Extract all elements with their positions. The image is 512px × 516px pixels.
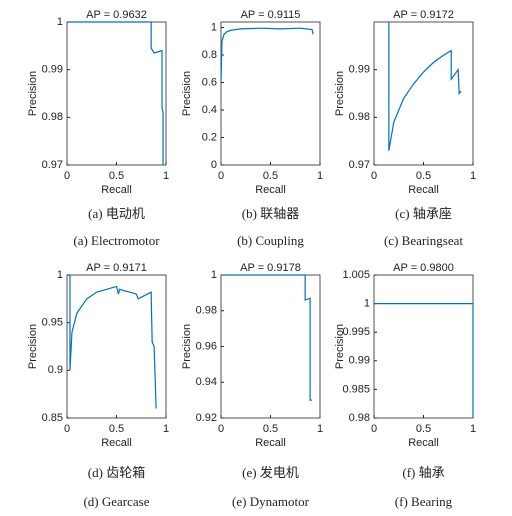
x-axis-label: Recall (255, 184, 286, 196)
caption-en: (a) Electromotor (73, 233, 160, 248)
y-axis-label: Precision (334, 71, 346, 116)
y-tick-label: 0.97 (42, 159, 63, 171)
y-tick-label: 1 (57, 269, 63, 281)
y-tick-label: 0.92 (196, 412, 217, 424)
x-axis-label: Recall (101, 437, 132, 449)
y-axis-label: Precision (181, 324, 193, 369)
pr-curve (374, 303, 474, 418)
y-tick-label: 0.995 (342, 326, 370, 338)
pr-curve (69, 275, 157, 409)
y-tick-label: 0.9 (48, 364, 63, 376)
plot-area (373, 274, 474, 419)
y-tick-label: 0.98 (42, 111, 63, 123)
chart-title: AP = 0.9172 (393, 9, 454, 21)
y-tick-label: 0.8 (202, 49, 217, 61)
chart-title: AP = 0.9632 (86, 9, 147, 21)
caption: (f) 轴承 (402, 465, 444, 480)
y-axis-label: Precision (27, 324, 39, 369)
x-tick-label: 0 (64, 423, 70, 435)
plot-area (66, 21, 167, 166)
pr-curve (67, 21, 164, 165)
y-tick-label: 1 (211, 269, 217, 281)
x-tick-label: 1 (470, 170, 476, 182)
caption-en: (e) Dynamotor (232, 494, 310, 509)
y-tick-label: 0.98 (349, 111, 370, 123)
y-tick-label: 1 (211, 21, 217, 33)
y-tick-label: 0.2 (202, 131, 217, 143)
y-tick-label: 0 (211, 159, 217, 171)
y-tick-label: 0.99 (42, 64, 63, 76)
chart-title: AP = 0.9178 (240, 262, 301, 274)
caption: (a) 电动机 (88, 206, 145, 221)
x-tick-label: 0.5 (416, 423, 431, 435)
y-tick-label: 0.4 (202, 104, 217, 116)
y-tick-label: 0.99 (349, 355, 370, 367)
x-tick-label: 1 (163, 170, 169, 182)
x-tick-label: 0.5 (109, 423, 124, 435)
x-tick-label: 0 (371, 423, 377, 435)
y-tick-label: 0.6 (202, 76, 217, 88)
caption-en: (f) Bearing (395, 494, 453, 509)
x-axis-label: Recall (408, 184, 439, 196)
x-tick-label: 0 (64, 170, 70, 182)
x-axis-label: Recall (101, 184, 132, 196)
x-axis-label: Recall (255, 437, 286, 449)
chart-title: AP = 0.9171 (86, 262, 147, 274)
y-tick-label: 0.98 (349, 412, 370, 424)
y-tick-label: 0.96 (196, 340, 217, 352)
y-tick-label: 0.94 (196, 376, 217, 388)
x-tick-label: 0 (218, 423, 224, 435)
x-tick-label: 1 (317, 170, 323, 182)
x-tick-label: 1 (317, 423, 323, 435)
chart-title: AP = 0.9800 (393, 262, 454, 274)
y-tick-label: 0.95 (42, 317, 63, 329)
y-axis-label: Precision (181, 71, 193, 116)
x-tick-label: 0.5 (416, 170, 431, 182)
y-axis-label: Precision (27, 71, 39, 116)
x-tick-label: 0.5 (263, 170, 278, 182)
plot-area (220, 274, 321, 419)
y-tick-label: 1.005 (342, 269, 370, 281)
x-tick-label: 0 (218, 170, 224, 182)
x-tick-label: 0.5 (109, 170, 124, 182)
caption: (b) 联轴器 (242, 206, 299, 221)
y-tick-label: 1 (364, 298, 370, 310)
pr-curve (221, 274, 313, 401)
pr-curve (388, 22, 462, 151)
y-tick-label: 0.99 (349, 64, 370, 76)
pr-curve (220, 27, 314, 83)
y-tick-label: 0.985 (342, 383, 370, 395)
x-tick-label: 1 (163, 423, 169, 435)
caption-en: (d) Gearcase (83, 494, 149, 509)
x-tick-label: 1 (470, 423, 476, 435)
caption: (c) 轴承座 (395, 206, 452, 221)
caption-en: (c) Bearingseat (384, 233, 463, 248)
y-tick-label: 0.85 (42, 412, 63, 424)
y-tick-label: 0.98 (196, 305, 217, 317)
plot-area (220, 21, 321, 166)
y-axis-label: Precision (334, 324, 346, 369)
y-tick-label: 0.97 (349, 159, 370, 171)
caption-en: (b) Coupling (237, 233, 304, 248)
x-tick-label: 0 (371, 170, 377, 182)
x-axis-label: Recall (408, 437, 439, 449)
chart-title: AP = 0.9115 (241, 9, 301, 21)
caption: (e) 发电机 (242, 465, 299, 480)
caption: (d) 齿轮箱 (88, 465, 145, 480)
x-tick-label: 0.5 (263, 423, 278, 435)
y-tick-label: 1 (57, 16, 63, 28)
